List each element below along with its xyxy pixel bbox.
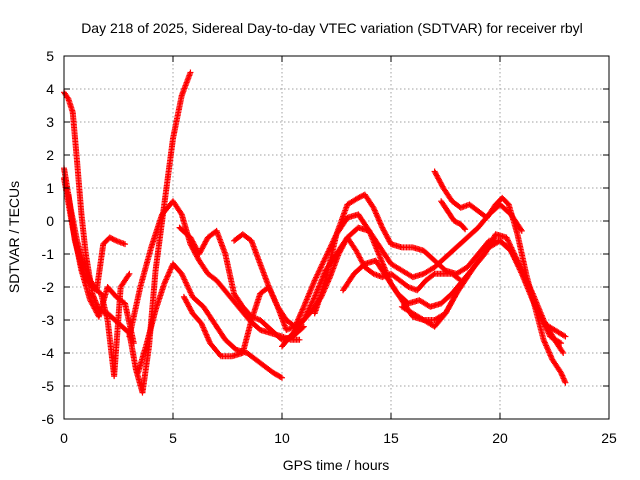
data-point [112, 237, 119, 244]
y-axis-label: SDTVAR / TECUs [6, 181, 22, 293]
y-tick-label: -1 [42, 246, 55, 262]
data-point [455, 219, 462, 226]
data-point [108, 235, 115, 242]
series-trace-d [65, 191, 133, 380]
data-point [451, 218, 458, 224]
data-point [558, 340, 565, 347]
data-point [518, 227, 525, 234]
y-tick-label: -4 [42, 345, 55, 361]
y-tick-label: 4 [46, 81, 54, 97]
data-point [277, 374, 284, 381]
y-tick-label: 2 [46, 147, 54, 163]
data-point [561, 332, 568, 339]
data-point [126, 270, 133, 277]
series-trace-n [438, 198, 469, 233]
data-point [110, 236, 117, 243]
series-trace-a [61, 69, 194, 396]
series-trace-j [279, 201, 525, 350]
data-point [452, 218, 459, 225]
data-point [296, 336, 303, 343]
data-point [106, 234, 113, 241]
x-tick-label: 25 [601, 430, 617, 446]
data-point [109, 235, 116, 242]
data-point [462, 226, 469, 233]
data-point [355, 194, 362, 201]
data-point [187, 69, 194, 76]
y-tick-label: 1 [46, 180, 54, 196]
data-point [64, 94, 71, 101]
y-tick-label: -3 [42, 312, 55, 328]
data-point [453, 219, 460, 226]
x-tick-label: 0 [60, 430, 68, 446]
data-point [177, 210, 184, 217]
y-tick-label: -6 [42, 411, 55, 427]
x-tick-label: 15 [383, 430, 399, 446]
x-tick-label: 5 [169, 430, 177, 446]
data-point [559, 348, 566, 355]
y-tick-label: -5 [42, 378, 55, 394]
x-axis-label: GPS time / hours [283, 457, 390, 473]
plot-frame [63, 55, 610, 420]
chart-title: Day 218 of 2025, Sidereal Day-to-day VTE… [81, 20, 583, 36]
data-point [122, 241, 129, 248]
y-tick-label: 3 [46, 114, 54, 130]
axis-ticks: 0 5 10 15 20 25 -6 -5 -4 -3 -2 -1 0 1 2 3 4 5 [42, 48, 617, 446]
y-tick-label: 5 [46, 48, 54, 64]
x-tick-label: 20 [492, 430, 508, 446]
data-point [357, 193, 364, 200]
data-series [61, 69, 569, 396]
y-tick-label: -2 [42, 279, 55, 295]
data-point [562, 379, 569, 386]
series-trace-o [398, 237, 567, 356]
data-point [461, 225, 468, 232]
y-tick-label: 0 [46, 213, 54, 229]
data-point [562, 333, 569, 340]
data-point [356, 194, 363, 201]
data-point [430, 271, 437, 278]
data-point [125, 272, 132, 279]
series-trace-h [180, 211, 460, 360]
data-point [130, 340, 137, 347]
data-point [279, 374, 285, 381]
data-point [560, 350, 567, 356]
x-tick-label: 10 [274, 430, 290, 446]
